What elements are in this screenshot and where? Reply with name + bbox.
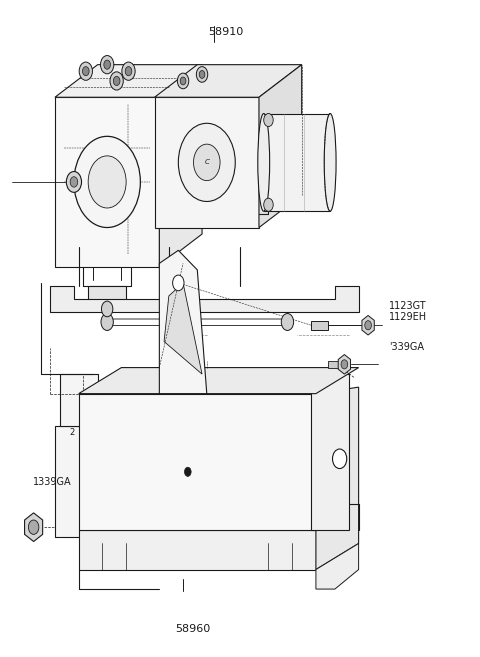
Polygon shape bbox=[88, 286, 126, 306]
Circle shape bbox=[199, 70, 205, 78]
Polygon shape bbox=[338, 355, 350, 374]
Polygon shape bbox=[24, 513, 43, 541]
Polygon shape bbox=[311, 374, 349, 530]
Circle shape bbox=[264, 198, 273, 212]
Text: 1339GA: 1339GA bbox=[33, 476, 72, 487]
Text: 58960: 58960 bbox=[175, 624, 210, 635]
Text: 1123GT: 1123GT bbox=[389, 301, 427, 311]
Polygon shape bbox=[164, 283, 202, 374]
Circle shape bbox=[178, 73, 189, 89]
Circle shape bbox=[333, 449, 347, 468]
Circle shape bbox=[101, 301, 113, 317]
Text: 1129EH: 1129EH bbox=[389, 312, 428, 322]
Bar bbox=[311, 321, 328, 330]
Circle shape bbox=[100, 56, 114, 74]
Circle shape bbox=[101, 313, 113, 330]
Circle shape bbox=[113, 76, 120, 85]
Circle shape bbox=[173, 275, 184, 290]
Polygon shape bbox=[159, 250, 207, 394]
Bar bbox=[328, 361, 340, 367]
Polygon shape bbox=[155, 97, 259, 227]
Polygon shape bbox=[79, 394, 316, 530]
Polygon shape bbox=[55, 426, 93, 537]
Circle shape bbox=[88, 156, 126, 208]
Circle shape bbox=[264, 114, 273, 127]
Circle shape bbox=[341, 360, 348, 369]
Circle shape bbox=[104, 60, 110, 69]
Circle shape bbox=[66, 171, 82, 193]
Circle shape bbox=[193, 144, 220, 181]
Ellipse shape bbox=[324, 114, 336, 212]
Polygon shape bbox=[50, 286, 359, 312]
Polygon shape bbox=[55, 64, 202, 97]
Circle shape bbox=[28, 520, 39, 534]
Polygon shape bbox=[159, 64, 202, 267]
Circle shape bbox=[110, 72, 123, 90]
Circle shape bbox=[281, 313, 294, 330]
Polygon shape bbox=[55, 97, 159, 267]
Circle shape bbox=[180, 77, 186, 85]
Polygon shape bbox=[316, 543, 359, 589]
Circle shape bbox=[365, 321, 372, 330]
Polygon shape bbox=[259, 64, 301, 227]
Polygon shape bbox=[79, 530, 316, 570]
Circle shape bbox=[83, 66, 89, 76]
Polygon shape bbox=[264, 114, 330, 212]
Circle shape bbox=[125, 66, 132, 76]
Polygon shape bbox=[155, 64, 301, 97]
Polygon shape bbox=[60, 374, 97, 426]
Polygon shape bbox=[79, 367, 359, 394]
Text: '339GA: '339GA bbox=[389, 342, 424, 351]
Circle shape bbox=[70, 177, 78, 187]
Circle shape bbox=[196, 66, 208, 82]
Text: 2: 2 bbox=[69, 428, 74, 437]
Circle shape bbox=[184, 467, 191, 476]
Circle shape bbox=[179, 124, 235, 202]
Circle shape bbox=[79, 62, 93, 80]
Text: 58910: 58910 bbox=[208, 27, 243, 37]
Circle shape bbox=[74, 136, 140, 227]
Polygon shape bbox=[362, 315, 374, 335]
Circle shape bbox=[122, 62, 135, 80]
Text: C: C bbox=[204, 160, 209, 166]
Ellipse shape bbox=[258, 114, 270, 212]
Polygon shape bbox=[316, 387, 359, 570]
